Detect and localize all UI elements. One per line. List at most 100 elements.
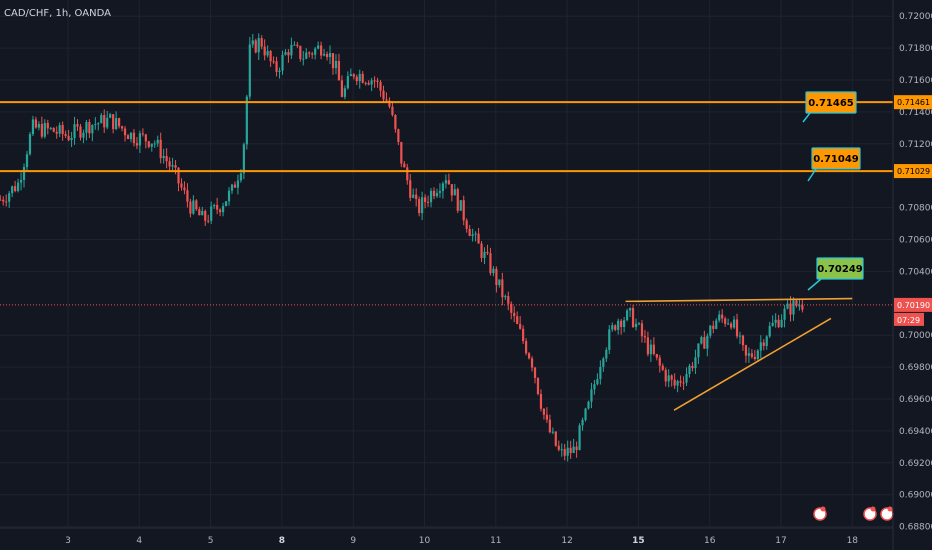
candle-body[interactable]	[325, 53, 329, 58]
candle-body[interactable]	[269, 50, 272, 62]
candle-body[interactable]	[126, 135, 130, 140]
candle-body[interactable]	[275, 61, 278, 72]
candle-body[interactable]	[52, 127, 55, 132]
candle-body[interactable]	[418, 199, 421, 214]
candle-body[interactable]	[471, 234, 474, 237]
candle-body[interactable]	[156, 139, 159, 144]
candle-body[interactable]	[376, 80, 379, 82]
candle-body[interactable]	[82, 132, 85, 138]
candle-body[interactable]	[388, 100, 391, 107]
candle-body[interactable]	[85, 122, 88, 133]
candle-body[interactable]	[141, 133, 144, 135]
candle-body[interactable]	[364, 82, 367, 84]
candle-body[interactable]	[519, 323, 522, 329]
candle-body[interactable]	[293, 44, 296, 46]
candle-body[interactable]	[106, 117, 109, 128]
candle-body[interactable]	[715, 320, 718, 329]
candle-body[interactable]	[34, 119, 38, 128]
candle-body[interactable]	[548, 419, 551, 433]
candle-body[interactable]	[682, 382, 685, 384]
candle-body[interactable]	[22, 167, 26, 180]
candle-body[interactable]	[533, 367, 537, 378]
candle-body[interactable]	[498, 279, 501, 286]
candle-body[interactable]	[554, 431, 557, 446]
candle-body[interactable]	[198, 209, 201, 216]
candle-body[interactable]	[421, 197, 424, 214]
candle-body[interactable]	[138, 133, 141, 146]
candle-body[interactable]	[248, 44, 251, 97]
candle-body[interactable]	[135, 143, 139, 146]
level-callout-box[interactable]	[811, 147, 861, 170]
candle-body[interactable]	[117, 118, 121, 127]
candle-body[interactable]	[284, 52, 287, 55]
candle-body[interactable]	[97, 123, 100, 125]
candle-body[interactable]	[691, 365, 694, 369]
candle-body[interactable]	[195, 200, 198, 210]
candle-body[interactable]	[649, 344, 652, 355]
candle-body[interactable]	[495, 268, 498, 286]
candle-body[interactable]	[578, 425, 581, 450]
candle-body[interactable]	[459, 200, 462, 211]
candle-body[interactable]	[596, 379, 599, 385]
candle-body[interactable]	[251, 40, 254, 45]
candle-body[interactable]	[100, 115, 103, 124]
candle-body[interactable]	[563, 449, 566, 456]
level-callout-box[interactable]	[805, 91, 857, 114]
candle-body[interactable]	[328, 53, 332, 58]
candle-body[interactable]	[257, 38, 260, 53]
candle-body[interactable]	[153, 143, 156, 145]
candle-body[interactable]	[391, 106, 394, 115]
candle-body[interactable]	[536, 377, 540, 395]
candle-body[interactable]	[685, 373, 688, 383]
candle-body[interactable]	[254, 40, 257, 53]
candle-body[interactable]	[620, 320, 623, 328]
candle-body[interactable]	[394, 114, 397, 130]
candle-body[interactable]	[724, 318, 727, 324]
candle-body[interactable]	[79, 126, 82, 138]
candle-body[interactable]	[539, 394, 543, 409]
candle-body[interactable]	[670, 375, 673, 380]
candle-body[interactable]	[207, 220, 210, 222]
candle-body[interactable]	[673, 379, 676, 386]
candle-body[interactable]	[774, 319, 777, 323]
candle-body[interactable]	[611, 325, 614, 330]
candle-body[interactable]	[239, 173, 243, 181]
candle-body[interactable]	[486, 251, 489, 254]
candle-body[interactable]	[525, 341, 528, 354]
candle-body[interactable]	[584, 408, 587, 420]
candle-body[interactable]	[729, 323, 733, 328]
candle-body[interactable]	[801, 305, 804, 310]
candle-body[interactable]	[453, 189, 456, 196]
candle-body[interactable]	[123, 128, 127, 136]
triangle-upper-trendline[interactable]	[625, 297, 853, 303]
candle-body[interactable]	[159, 139, 162, 159]
candle-body[interactable]	[628, 308, 632, 311]
candle-body[interactable]	[245, 96, 248, 145]
candle-body[interactable]	[120, 126, 124, 129]
candle-body[interactable]	[314, 48, 317, 55]
candle-body[interactable]	[608, 329, 611, 350]
candle-body[interactable]	[311, 53, 314, 55]
candle-body[interactable]	[64, 134, 67, 136]
candle-body[interactable]	[183, 187, 186, 191]
candle-body[interactable]	[31, 119, 35, 135]
candle-body[interactable]	[557, 445, 560, 450]
candle-body[interactable]	[162, 155, 165, 159]
candle-body[interactable]	[40, 124, 43, 137]
candle-body[interactable]	[94, 124, 97, 126]
candle-body[interactable]	[278, 70, 281, 72]
candle-body[interactable]	[147, 141, 150, 147]
candle-body[interactable]	[415, 194, 418, 200]
candle-body[interactable]	[474, 233, 477, 235]
candle-body[interactable]	[587, 401, 590, 409]
candle-body[interactable]	[626, 310, 629, 321]
candle-body[interactable]	[432, 190, 436, 197]
candle-body[interactable]	[756, 350, 759, 360]
candle-body[interactable]	[281, 54, 284, 71]
candle-body[interactable]	[343, 88, 346, 97]
candle-body[interactable]	[25, 154, 29, 168]
overlay-layer[interactable]: 0.71461 0.71465 0.71029 0.71049 0.70249 0.701…	[0, 91, 932, 521]
candle-body[interactable]	[441, 183, 445, 192]
candle-body[interactable]	[331, 53, 335, 69]
candle-body[interactable]	[367, 82, 370, 85]
